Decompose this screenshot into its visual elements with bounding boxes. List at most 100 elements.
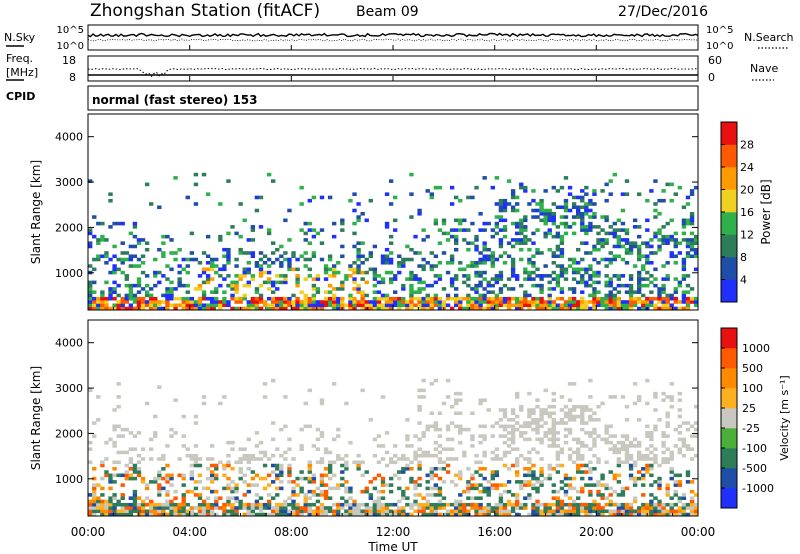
heatmap-cell xyxy=(580,306,585,311)
heatmap-cell xyxy=(653,395,658,399)
heatmap-cell xyxy=(502,303,508,308)
heatmap-cell xyxy=(340,506,345,510)
heatmap-cell xyxy=(576,509,581,514)
heatmap-cell xyxy=(624,509,630,514)
heatmap-cell xyxy=(677,424,683,429)
heatmap-cell xyxy=(474,283,479,288)
heatmap-cell xyxy=(498,198,504,203)
heatmap-cell xyxy=(262,270,268,275)
heatmap-cell xyxy=(332,306,337,311)
heatmap-cell xyxy=(92,467,97,471)
heatmap-cell xyxy=(445,293,451,298)
heatmap-cell xyxy=(685,274,691,278)
heatmap-cell xyxy=(466,300,471,304)
heatmap-cell xyxy=(653,179,658,183)
heatmap-cell xyxy=(490,473,495,478)
heatmap-cell xyxy=(344,274,349,278)
heatmap-cell xyxy=(685,470,691,474)
heatmap-cell xyxy=(307,303,312,308)
heatmap-cell xyxy=(161,467,166,471)
heatmap-cell xyxy=(165,300,170,304)
heatmap-cell xyxy=(592,437,597,442)
heatmap-cell xyxy=(445,470,451,474)
heatmap-cell xyxy=(181,267,186,272)
heatmap-cell xyxy=(405,496,410,500)
heatmap-cell xyxy=(165,506,170,510)
heatmap-cell xyxy=(128,457,134,461)
heatmap-cell xyxy=(132,502,138,507)
colorbar-swatch xyxy=(721,388,737,409)
heatmap-cell xyxy=(539,300,544,304)
heatmap-cell xyxy=(510,502,516,507)
heatmap-cell xyxy=(466,512,471,517)
heatmap-cell xyxy=(445,463,451,468)
heatmap-cell xyxy=(100,493,105,497)
heatmap-cell xyxy=(352,261,357,265)
heatmap-cell xyxy=(128,290,134,294)
heatmap-cell xyxy=(580,303,585,308)
heatmap-cell xyxy=(620,447,626,451)
heatmap-cell xyxy=(153,434,158,438)
heatmap-cell xyxy=(210,473,215,478)
heatmap-cell xyxy=(482,176,487,180)
heatmap-cell xyxy=(315,447,321,451)
heatmap-cell xyxy=(425,506,430,510)
heatmap-cell xyxy=(376,303,382,308)
heatmap-cell xyxy=(543,431,548,435)
heatmap-cell xyxy=(551,483,556,487)
heatmap-cell xyxy=(380,509,386,514)
heatmap-cell xyxy=(519,228,524,232)
heatmap-cell xyxy=(429,453,434,458)
heatmap-cell xyxy=(291,502,296,507)
heatmap-cell xyxy=(531,215,536,219)
heatmap-cell xyxy=(490,234,495,239)
heatmap-cell xyxy=(693,453,699,458)
heatmap-cell xyxy=(515,499,520,504)
heatmap-cell xyxy=(409,287,414,291)
heatmap-cell xyxy=(510,303,516,308)
heatmap-cell xyxy=(576,267,581,272)
heatmap-cell xyxy=(295,296,300,301)
heatmap-cell xyxy=(116,450,121,455)
heatmap-cell xyxy=(429,473,434,478)
heatmap-cell xyxy=(226,251,231,255)
heatmap-cell xyxy=(120,251,125,255)
heatmap-cell xyxy=(531,208,536,213)
heatmap-cell xyxy=(177,283,182,288)
heatmap-cell xyxy=(266,303,272,308)
heatmap-cell xyxy=(254,300,260,304)
heatmap-cell xyxy=(571,215,577,219)
heatmap-cell xyxy=(551,509,556,514)
heatmap-cell xyxy=(250,277,256,281)
heatmap-cell xyxy=(637,512,642,517)
heatmap-cell xyxy=(547,218,552,223)
heatmap-cell xyxy=(612,434,617,438)
heatmap-cell xyxy=(214,303,219,308)
heatmap-cell xyxy=(108,509,113,514)
heatmap-cell xyxy=(608,440,613,445)
heatmap-cell xyxy=(258,267,264,272)
heatmap-cell xyxy=(409,303,414,308)
heatmap-cell xyxy=(153,502,158,507)
heatmap-cell xyxy=(616,303,622,308)
heatmap-cell xyxy=(441,221,447,226)
heatmap-cell xyxy=(645,434,650,438)
heatmap-cell xyxy=(181,473,186,478)
heatmap-cell xyxy=(149,287,154,291)
heatmap-cell xyxy=(230,293,235,298)
heatmap-cell xyxy=(665,457,670,461)
heatmap-cell xyxy=(226,453,231,458)
heatmap-cell xyxy=(466,496,471,500)
heatmap-cell xyxy=(409,512,414,517)
heatmap-cell xyxy=(527,496,532,500)
heatmap-cell xyxy=(433,447,439,451)
heatmap-cell xyxy=(344,480,349,484)
heatmap-cell xyxy=(693,241,699,245)
heatmap-cell xyxy=(466,427,471,432)
heatmap-cell xyxy=(482,424,487,429)
heatmap-cell xyxy=(637,453,642,458)
heatmap-cell xyxy=(519,241,524,245)
heatmap-cell xyxy=(319,493,325,497)
heatmap-cell xyxy=(490,261,495,265)
heatmap-cell xyxy=(693,238,699,242)
